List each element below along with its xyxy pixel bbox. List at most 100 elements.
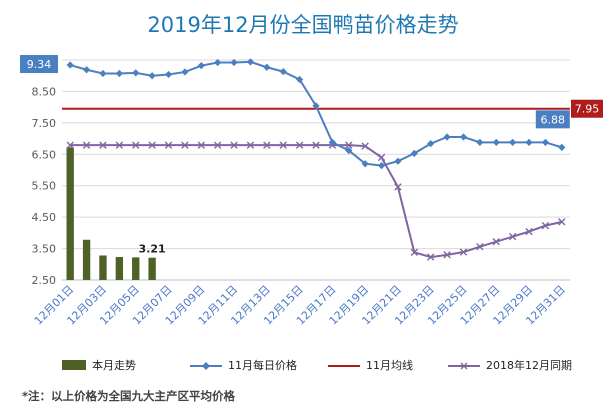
last-year-point — [82, 141, 91, 149]
value-callouts: 9.34 6.88 7.95 — [20, 55, 603, 129]
legend-label: 2018年12月同期 — [486, 358, 572, 372]
daily-price-point — [525, 138, 533, 146]
line-series — [62, 58, 570, 261]
daily-price-point — [132, 69, 140, 77]
last-year-point — [459, 248, 468, 256]
daily-price-point — [214, 58, 222, 67]
last-year-point — [558, 218, 566, 226]
last-year-point — [525, 227, 533, 236]
daily-price-point — [279, 68, 287, 76]
legend-marker-last-year — [460, 362, 468, 370]
daily-price-point — [263, 63, 271, 71]
last-year-point — [246, 141, 255, 149]
y-tick-label: 7.50 — [32, 117, 57, 130]
daily-price-point — [410, 149, 418, 157]
last-year-point — [394, 183, 402, 191]
last-year-point — [427, 253, 435, 261]
daily-price-line — [69, 60, 563, 167]
end-value-callout — [535, 110, 570, 129]
chart-title: 2019年12月份全国鸭苗价格走势 — [147, 13, 458, 37]
y-tick-label: 5.50 — [32, 180, 57, 193]
legend-swatch-bar — [62, 360, 86, 370]
start-value-callout — [20, 55, 58, 74]
last-year-point — [263, 141, 271, 149]
avg-value-callout — [571, 99, 603, 118]
last-year-point — [476, 242, 484, 251]
daily-price-point — [443, 133, 451, 141]
bar-value-label: 3.21 — [139, 243, 166, 256]
bar — [66, 147, 74, 280]
last-year-point — [99, 141, 107, 149]
grid-lines — [62, 59, 570, 281]
y-tick-label: 6.50 — [32, 148, 57, 161]
daily-price-point — [115, 69, 123, 78]
daily-price-point — [82, 66, 91, 74]
daily-price-point — [476, 138, 484, 146]
daily-price-point — [230, 58, 238, 67]
legend-label: 本月走势 — [92, 358, 136, 372]
bar — [132, 257, 140, 280]
daily-price-point — [148, 72, 156, 80]
daily-price-point — [427, 140, 435, 148]
legend: 本月走势 11月每日价格 11月均线 2018年12月同期 — [62, 358, 572, 372]
last-year-point — [279, 141, 287, 149]
daily-price-point — [345, 146, 353, 155]
last-year-point — [541, 221, 550, 230]
last-year-point — [410, 248, 419, 257]
y-tick-label: 2.50 — [32, 274, 57, 287]
daily-price-point — [197, 62, 205, 70]
x-axis: 12月01日12月03日12月05日12月07日12月09日12月11日12月1… — [32, 283, 568, 328]
y-tick-label: 4.50 — [32, 211, 57, 224]
daily-price-point — [99, 69, 107, 78]
last-year-line — [70, 144, 563, 259]
last-year-point — [295, 141, 304, 149]
bar — [148, 257, 156, 280]
daily-price-point — [492, 138, 500, 146]
daily-price-point — [558, 143, 566, 151]
last-year-point — [132, 141, 140, 149]
last-year-point — [213, 141, 222, 149]
daily-price-point — [312, 102, 320, 110]
last-year-point — [443, 251, 451, 259]
bar — [115, 257, 124, 280]
daily-price-point — [296, 75, 304, 84]
daily-price-point — [459, 133, 468, 141]
start-value-label: 9.34 — [27, 58, 52, 71]
last-year-point — [361, 142, 369, 150]
daily-price-point — [246, 58, 255, 66]
last-year-point — [230, 141, 238, 149]
last-year-point — [66, 141, 74, 149]
last-year-point — [312, 141, 320, 149]
daily-price-point — [394, 157, 402, 165]
daily-price-point — [361, 160, 369, 168]
last-year-point — [148, 141, 156, 149]
last-year-point — [181, 141, 189, 149]
legend-label: 11月均线 — [366, 358, 413, 372]
last-year-point — [345, 141, 353, 149]
bar — [82, 239, 91, 280]
footnote: *注：以上价格为全国九大主产区平均价格 — [22, 389, 236, 403]
legend-marker-daily — [202, 362, 210, 370]
y-axis: 2.503.504.505.506.507.508.509.50 — [32, 54, 57, 287]
last-year-point — [377, 153, 386, 162]
last-year-point — [197, 141, 205, 149]
avg-value-label: 7.95 — [575, 103, 600, 116]
bar-series: 3.21 — [66, 147, 166, 280]
daily-price-point — [328, 138, 336, 146]
last-year-point — [492, 237, 500, 246]
y-tick-label: 3.50 — [32, 243, 57, 256]
daily-price-point — [66, 61, 74, 69]
daily-price-point — [377, 162, 386, 170]
end-value-label: 6.88 — [541, 113, 566, 126]
daily-price-point — [509, 138, 517, 146]
daily-price-point — [164, 70, 173, 79]
y-tick-label: 8.50 — [32, 85, 57, 98]
daily-price-point — [181, 68, 189, 76]
last-year-point — [164, 141, 173, 149]
daily-price-point — [541, 138, 550, 146]
last-year-point — [508, 232, 517, 241]
last-year-point — [115, 141, 124, 149]
bar — [99, 255, 107, 280]
